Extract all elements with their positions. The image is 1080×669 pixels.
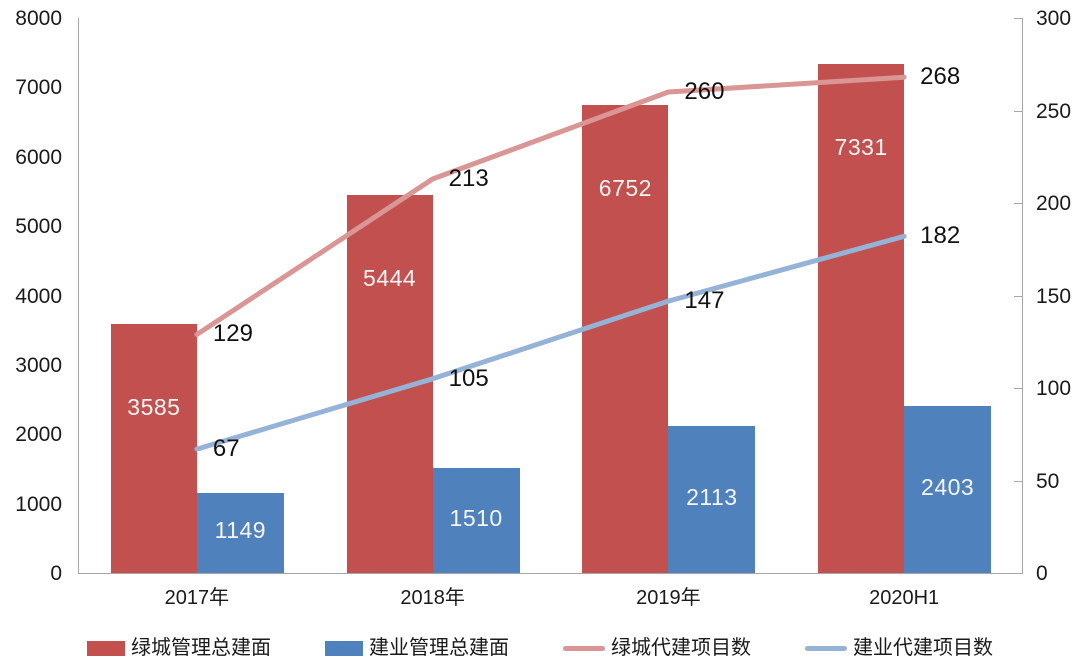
right-axis-tick-mark xyxy=(1014,203,1022,204)
right-axis-tick-mark xyxy=(1014,573,1022,574)
legend-label: 绿城管理总建面 xyxy=(131,637,271,659)
left-axis-tick-label: 8000 xyxy=(15,7,62,30)
left-axis-tick-label: 2000 xyxy=(15,423,62,447)
legend-line-swatch-icon xyxy=(805,645,847,651)
line-point-label: 67 xyxy=(212,435,240,463)
legend-item: 建业管理总建面 xyxy=(325,638,509,658)
right-axis-tick-label: 100 xyxy=(1036,377,1072,400)
line-point-label: 105 xyxy=(448,364,489,392)
left-axis-tick-label: 5000 xyxy=(15,215,62,239)
left-axis-tick-label: 3000 xyxy=(15,353,62,377)
bar-value-label: 5444 xyxy=(363,265,417,292)
line-series xyxy=(194,233,907,452)
right-axis-tick-label: 250 xyxy=(1036,99,1072,123)
left-axis-tick-label: 0 xyxy=(50,562,62,585)
line-series xyxy=(194,74,907,337)
bar-jianye xyxy=(432,468,520,573)
category-label: 2020H1 xyxy=(869,587,940,609)
right-axis-tick-label: 300 xyxy=(1036,7,1072,30)
left-axis-tick-label: 1000 xyxy=(15,492,62,516)
chart-legend: 绿城管理总建面 建业管理总建面 绿城代建项目数 建业代建项目数 xyxy=(0,633,1080,663)
category-label: 2018年 xyxy=(400,587,465,609)
line-point-label: 182 xyxy=(920,222,961,250)
legend-item: 绿城代建项目数 xyxy=(563,638,751,658)
right-axis-tick-label: 150 xyxy=(1036,284,1072,308)
line-point-label: 213 xyxy=(448,164,489,192)
right-axis-tick-mark xyxy=(1014,296,1022,297)
left-axis-tick-label: 4000 xyxy=(15,284,62,308)
bar-greentown xyxy=(346,195,433,573)
legend-item: 绿城管理总建面 xyxy=(87,638,271,658)
line-point-label: 268 xyxy=(920,63,961,91)
right-axis-tick-label: 200 xyxy=(1036,192,1072,215)
line-point-label: 260 xyxy=(684,78,725,105)
category-label: 2017年 xyxy=(164,587,230,609)
line-point-label: 147 xyxy=(684,287,725,315)
right-axis-tick-mark xyxy=(1014,18,1022,19)
right-axis-tick-label: 0 xyxy=(1036,562,1048,585)
bar-jianye xyxy=(904,406,992,573)
category-label: 2019年 xyxy=(636,587,701,609)
legend-label: 绿城代建项目数 xyxy=(611,637,751,659)
line-point-label: 129 xyxy=(212,320,253,348)
left-axis-tick-label: 6000 xyxy=(15,145,62,169)
bar-greentown xyxy=(110,324,197,573)
legend-item: 建业代建项目数 xyxy=(805,638,993,658)
bar-value-label: 2403 xyxy=(921,473,975,500)
right-axis-tick-mark xyxy=(1014,111,1022,112)
bar-value-label: 3585 xyxy=(127,394,181,421)
right-axis-tick-mark xyxy=(1014,388,1022,389)
bar-value-label: 6752 xyxy=(598,174,652,201)
bar-value-label: 2113 xyxy=(686,483,738,510)
right-axis-tick-label: 50 xyxy=(1036,469,1060,493)
bottom-axis-line xyxy=(78,573,1023,574)
left-axis-line xyxy=(78,18,79,573)
right-axis-tick-mark xyxy=(1014,481,1022,482)
left-axis-tick-label: 7000 xyxy=(15,76,62,100)
bar-value-label: 1510 xyxy=(449,504,503,531)
bar-value-label: 7331 xyxy=(834,134,888,161)
legend-bar-swatch-icon xyxy=(325,640,363,656)
legend-bar-swatch-icon xyxy=(87,640,125,656)
legend-label: 建业管理总建面 xyxy=(369,637,509,659)
legend-label: 建业代建项目数 xyxy=(853,637,993,659)
bar-jianye xyxy=(196,493,284,573)
legend-line-swatch-icon xyxy=(563,645,605,651)
bar-value-label: 1149 xyxy=(214,517,267,544)
right-axis-line xyxy=(1022,18,1023,573)
